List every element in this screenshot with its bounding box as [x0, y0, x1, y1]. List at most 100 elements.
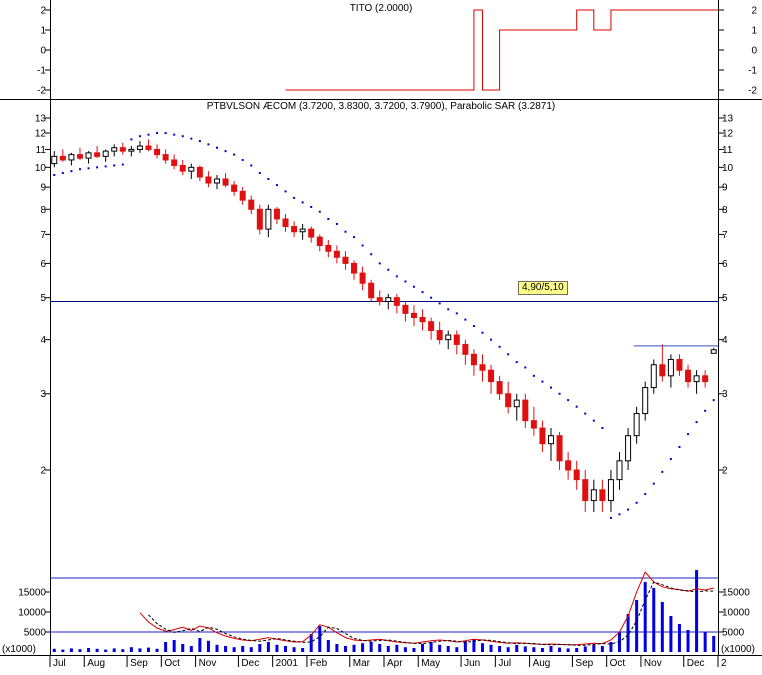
sar-dot	[87, 167, 90, 170]
sar-dot	[395, 275, 398, 278]
price-panel[interactable]	[0, 100, 762, 557]
sar-dot	[96, 166, 99, 169]
month-label: Jun	[464, 658, 480, 669]
y-axis-label: 2	[722, 465, 728, 476]
sar-dot	[121, 163, 124, 166]
candle-body	[299, 228, 306, 233]
sar-dot	[344, 230, 347, 233]
indicator-panel[interactable]	[0, 0, 762, 99]
sar-dot	[164, 132, 167, 135]
volume-bar	[549, 646, 553, 652]
volume-bar	[609, 642, 613, 652]
volume-bar	[523, 646, 527, 652]
volume-bar	[95, 648, 99, 652]
candle-body	[625, 435, 632, 462]
sar-dot	[515, 361, 518, 364]
sar-dot	[712, 399, 715, 402]
sar-dot	[61, 172, 64, 175]
sar-dot	[267, 177, 270, 180]
y-axis-label: 15000	[722, 588, 750, 599]
volume-bar	[600, 646, 604, 652]
sar-dot	[472, 325, 475, 328]
candle-body	[128, 148, 135, 152]
sar-dot	[53, 174, 56, 177]
volume-bar	[69, 648, 73, 652]
volume-bar	[532, 647, 536, 652]
y-axis-label: 4	[40, 335, 46, 346]
y-axis-label: 13	[722, 114, 734, 125]
sar-dot	[669, 458, 672, 461]
candle-body	[410, 312, 417, 318]
volume-bar	[472, 639, 476, 652]
y-axis-label: 0	[751, 46, 757, 57]
candle-body	[667, 358, 674, 377]
y-axis-label: 12	[35, 129, 47, 140]
volume-bar	[703, 632, 707, 652]
candle-body	[239, 190, 246, 201]
month-label: 2	[721, 658, 727, 669]
volume-bar	[215, 644, 219, 652]
month-label: Nov	[199, 658, 217, 669]
volume-bar	[712, 636, 716, 652]
candle-body	[273, 208, 280, 220]
sar-dot	[575, 405, 578, 408]
y-axis-label: 8	[40, 205, 46, 216]
candle-body	[196, 166, 203, 178]
sar-dot	[584, 412, 587, 415]
sar-dot	[447, 308, 450, 311]
y-axis-label: 4	[722, 335, 728, 346]
sar-dot	[104, 165, 107, 168]
month-label: Jul	[53, 658, 66, 669]
volume-bar	[121, 649, 125, 652]
volume-bar	[309, 634, 313, 652]
month-label: 2001	[276, 658, 299, 669]
y-axis-label: 10	[35, 163, 47, 174]
volume-bar	[506, 647, 510, 652]
month-label: Oct	[610, 658, 626, 669]
sar-dot	[147, 133, 150, 136]
sar-dot	[490, 338, 493, 341]
volume-bar	[129, 647, 133, 652]
candle-body	[351, 262, 358, 274]
month-label: Jul	[498, 658, 511, 669]
candle-body	[676, 358, 683, 371]
month-label: Nov	[644, 658, 662, 669]
y-axis-label: 9	[40, 183, 46, 194]
y-axis-label: 3	[722, 389, 728, 400]
candle-body	[119, 147, 126, 152]
candle-body	[462, 343, 469, 355]
sar-dot	[173, 133, 176, 136]
candle-body	[573, 469, 580, 481]
volume-bar	[489, 644, 493, 652]
sar-dot	[618, 513, 621, 516]
sar-dot	[558, 392, 561, 395]
candle-body	[642, 387, 649, 415]
y-axis-label: 1	[751, 26, 757, 37]
volume-bar	[146, 647, 150, 652]
volume-bar	[232, 647, 236, 652]
sar-dot	[498, 345, 501, 348]
candle-body	[548, 435, 554, 445]
sar-dot	[310, 205, 313, 208]
month-label: Oct	[164, 658, 180, 669]
y-axis-label: -2	[37, 86, 46, 97]
candle-body	[205, 176, 212, 184]
candle-body	[693, 375, 700, 383]
volume-bar	[112, 648, 116, 652]
volume-bar	[198, 638, 202, 652]
volume-bar	[87, 648, 91, 652]
y-axis-label: 2	[751, 6, 757, 17]
price-level-annotation[interactable]: 4,90/5,10	[518, 281, 568, 295]
y-axis-label: 10000	[722, 608, 750, 619]
volume-ma-black	[148, 581, 714, 646]
candle-body	[565, 460, 572, 471]
candle-body	[393, 297, 400, 306]
sar-dot	[421, 291, 424, 294]
candle-body	[333, 250, 340, 258]
y-axis-label: 1	[40, 26, 46, 37]
candle-body	[231, 184, 238, 192]
candle-body	[479, 364, 486, 371]
sar-dot	[156, 132, 159, 135]
sar-dot	[216, 146, 218, 149]
volume-bar	[352, 644, 356, 652]
